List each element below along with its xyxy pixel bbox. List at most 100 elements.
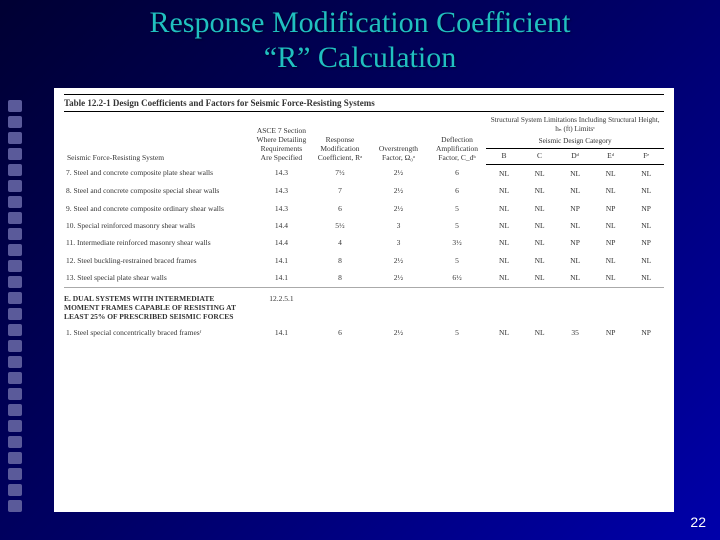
cell-limit: NL — [486, 269, 522, 287]
cell-omega: 2½ — [369, 164, 428, 182]
cell-limit: NL — [628, 182, 664, 199]
slide-title: Response Modification Coefficient “R” Ca… — [0, 0, 720, 79]
cell-r: 7 — [311, 182, 370, 199]
cell-limit: NL — [593, 164, 629, 182]
cell-cd: 5 — [428, 252, 487, 269]
cell-asce: 14.4 — [252, 234, 311, 251]
cell-limit: NP — [628, 324, 664, 341]
cell-limit: NL — [593, 217, 629, 234]
cell-asce: 14.1 — [252, 324, 311, 341]
cell-limit: NL — [557, 217, 593, 234]
cell-limit: NL — [486, 164, 522, 182]
cell-limit: NL — [557, 164, 593, 182]
table-caption: Table 12.2-1 Design Coefficients and Fac… — [64, 94, 664, 112]
cell-asce: 14.3 — [252, 164, 311, 182]
cell-limit: NP — [628, 200, 664, 217]
col-header-asce: ASCE 7 Section Where Detailing Requireme… — [252, 114, 311, 164]
cell-limit: NP — [557, 200, 593, 217]
cell-limit: NL — [522, 217, 558, 234]
cell-limit: NP — [557, 234, 593, 251]
cell-r: 6 — [311, 324, 370, 341]
cell-omega: 2½ — [369, 182, 428, 199]
table-row: 13. Steel special plate shear walls14.18… — [64, 269, 664, 287]
cell-cd: 5 — [428, 324, 487, 341]
col-header-limits-group: Structural System Limitations Including … — [486, 114, 664, 135]
cell-limit: NL — [522, 234, 558, 251]
cell-asce: 14.4 — [252, 217, 311, 234]
cell-limit: NL — [557, 269, 593, 287]
section-row: E. DUAL SYSTEMS WITH INTERMEDIATE MOMENT… — [64, 287, 664, 324]
cell-system: 13. Steel special plate shear walls — [64, 269, 252, 287]
decorative-sidebar-dots — [8, 100, 22, 512]
cell-omega: 3 — [369, 217, 428, 234]
cell-limit: NL — [522, 164, 558, 182]
cell-system: 12. Steel buckling-restrained braced fra… — [64, 252, 252, 269]
col-header-r: Response Modification Coefficient, Rᵃ — [311, 114, 370, 164]
col-header-omega: Overstrength Factor, Ω₀ᵃ — [369, 114, 428, 164]
col-header-sdc-f: Fᵉ — [628, 148, 664, 164]
section-asce: 12.2.5.1 — [252, 287, 311, 324]
cell-limit: NL — [486, 182, 522, 199]
cell-cd: 3½ — [428, 234, 487, 251]
cell-limit: NL — [628, 217, 664, 234]
title-line-2: “R” Calculation — [264, 41, 456, 74]
col-header-sdc-label: Seismic Design Category — [486, 135, 664, 148]
cell-limit: NL — [593, 269, 629, 287]
cell-asce: 14.1 — [252, 269, 311, 287]
section-title: DUAL SYSTEMS WITH INTERMEDIATE MOMENT FR… — [64, 294, 236, 322]
cell-r: 4 — [311, 234, 370, 251]
table-row: 9. Steel and concrete composite ordinary… — [64, 200, 664, 217]
cell-limit: NL — [522, 252, 558, 269]
cell-limit: NL — [486, 217, 522, 234]
cell-r: 6 — [311, 200, 370, 217]
title-line-1: Response Modification Coefficient — [149, 6, 570, 39]
table-row: 12. Steel buckling-restrained braced fra… — [64, 252, 664, 269]
cell-omega: 3 — [369, 234, 428, 251]
cell-r: 5½ — [311, 217, 370, 234]
cell-cd: 5 — [428, 217, 487, 234]
cell-limit: NL — [557, 252, 593, 269]
col-header-sdc-b: B — [486, 148, 522, 164]
cell-limit: NL — [522, 269, 558, 287]
coefficients-table: Seismic Force-Resisting System ASCE 7 Se… — [64, 114, 664, 341]
cell-system: 9. Steel and concrete composite ordinary… — [64, 200, 252, 217]
cell-limit: NP — [593, 234, 629, 251]
cell-limit: NL — [557, 182, 593, 199]
cell-limit: NP — [593, 324, 629, 341]
table-row: 7. Steel and concrete composite plate sh… — [64, 164, 664, 182]
cell-limit: 35 — [557, 324, 593, 341]
cell-limit: NL — [628, 252, 664, 269]
table-row: 1. Steel special concentrically braced f… — [64, 324, 664, 341]
cell-limit: NL — [593, 252, 629, 269]
cell-limit: NL — [486, 252, 522, 269]
cell-limit: NP — [593, 200, 629, 217]
section-letter: E. — [64, 294, 71, 303]
cell-asce: 14.3 — [252, 200, 311, 217]
cell-r: 8 — [311, 252, 370, 269]
cell-system: 7. Steel and concrete composite plate sh… — [64, 164, 252, 182]
cell-omega: 2½ — [369, 269, 428, 287]
cell-limit: NL — [522, 200, 558, 217]
cell-cd: 6 — [428, 164, 487, 182]
cell-limit: NL — [628, 164, 664, 182]
cell-system: 1. Steel special concentrically braced f… — [64, 324, 252, 341]
cell-limit: NL — [486, 324, 522, 341]
col-header-sdc-d: Dᵈ — [557, 148, 593, 164]
cell-asce: 14.1 — [252, 252, 311, 269]
coefficients-table-container: Table 12.2-1 Design Coefficients and Fac… — [54, 88, 674, 512]
col-header-system: Seismic Force-Resisting System — [64, 114, 252, 164]
cell-system: 10. Special reinforced masonry shear wal… — [64, 217, 252, 234]
col-header-cd: Deflection Amplification Factor, C_dᵇ — [428, 114, 487, 164]
cell-omega: 2½ — [369, 252, 428, 269]
cell-omega: 2½ — [369, 324, 428, 341]
cell-cd: 5 — [428, 200, 487, 217]
cell-limit: NL — [486, 200, 522, 217]
cell-limit: NL — [628, 269, 664, 287]
cell-limit: NL — [486, 234, 522, 251]
table-row: 10. Special reinforced masonry shear wal… — [64, 217, 664, 234]
cell-limit: NL — [522, 182, 558, 199]
cell-omega: 2½ — [369, 200, 428, 217]
page-number: 22 — [690, 514, 706, 530]
col-header-sdc-c: C — [522, 148, 558, 164]
cell-limit: NL — [593, 182, 629, 199]
